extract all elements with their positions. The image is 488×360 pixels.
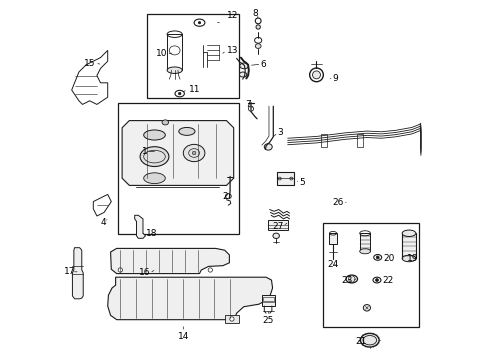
- Text: 3: 3: [276, 128, 282, 137]
- Ellipse shape: [359, 249, 370, 254]
- Bar: [224, 315, 239, 323]
- Text: 10: 10: [155, 49, 167, 58]
- Bar: [267, 220, 287, 230]
- Bar: [167, 34, 182, 70]
- Bar: [320, 134, 326, 147]
- Text: 21: 21: [354, 337, 366, 346]
- Ellipse shape: [401, 230, 415, 237]
- Text: 11: 11: [188, 85, 200, 94]
- Text: 6: 6: [260, 59, 266, 68]
- Text: 13: 13: [227, 46, 238, 55]
- Ellipse shape: [167, 67, 182, 73]
- Polygon shape: [134, 215, 145, 238]
- Text: 18: 18: [145, 229, 157, 238]
- Bar: [276, 172, 294, 185]
- Text: 19: 19: [406, 254, 417, 263]
- Ellipse shape: [401, 255, 415, 262]
- Text: 5: 5: [299, 178, 305, 187]
- Ellipse shape: [143, 173, 165, 184]
- Ellipse shape: [264, 144, 272, 150]
- Text: 7: 7: [244, 100, 250, 109]
- Bar: [147, 14, 239, 98]
- Ellipse shape: [140, 147, 168, 166]
- Ellipse shape: [272, 233, 279, 239]
- Text: 17: 17: [63, 267, 75, 276]
- Polygon shape: [107, 277, 272, 320]
- Bar: [261, 295, 275, 306]
- Text: 2: 2: [222, 192, 228, 201]
- Text: 25: 25: [262, 316, 273, 325]
- Polygon shape: [122, 121, 233, 185]
- Ellipse shape: [255, 44, 261, 48]
- Bar: [263, 297, 273, 301]
- Ellipse shape: [143, 130, 165, 140]
- Polygon shape: [110, 248, 229, 274]
- Ellipse shape: [198, 22, 200, 24]
- Bar: [356, 134, 362, 147]
- Ellipse shape: [178, 93, 181, 95]
- Ellipse shape: [179, 127, 195, 135]
- Ellipse shape: [208, 268, 212, 272]
- Ellipse shape: [256, 25, 260, 29]
- Text: 4: 4: [101, 218, 106, 227]
- Text: 15: 15: [84, 58, 96, 68]
- Text: 27: 27: [271, 222, 283, 231]
- Ellipse shape: [360, 333, 378, 347]
- Bar: [359, 233, 370, 251]
- Bar: [118, 103, 239, 234]
- Ellipse shape: [375, 256, 378, 259]
- Ellipse shape: [239, 63, 248, 69]
- Ellipse shape: [162, 120, 168, 125]
- Text: 12: 12: [226, 10, 237, 19]
- Text: 20: 20: [382, 254, 394, 263]
- Bar: [329, 233, 336, 244]
- Text: 1: 1: [141, 147, 147, 156]
- Text: 26: 26: [331, 198, 343, 207]
- Ellipse shape: [312, 71, 320, 79]
- Text: 22: 22: [381, 276, 392, 284]
- Ellipse shape: [229, 317, 234, 321]
- Bar: [322, 223, 418, 327]
- Text: 23: 23: [341, 276, 352, 284]
- Ellipse shape: [239, 72, 246, 77]
- Text: 14: 14: [177, 332, 188, 341]
- Text: 24: 24: [327, 260, 338, 269]
- Ellipse shape: [118, 268, 122, 272]
- Polygon shape: [72, 248, 83, 299]
- Bar: [401, 233, 415, 258]
- Ellipse shape: [192, 151, 196, 155]
- Ellipse shape: [183, 144, 204, 162]
- Text: 9: 9: [332, 74, 338, 83]
- Text: 8: 8: [252, 9, 258, 18]
- Ellipse shape: [348, 276, 354, 282]
- Text: 16: 16: [139, 269, 150, 277]
- Ellipse shape: [375, 279, 378, 282]
- Ellipse shape: [363, 305, 370, 311]
